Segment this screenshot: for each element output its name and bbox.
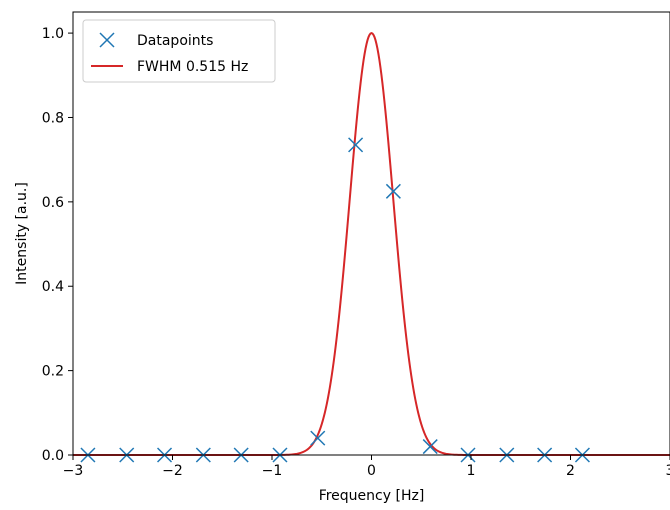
y-tick-label: 0.6 bbox=[42, 195, 64, 211]
marker-stroke bbox=[385, 183, 401, 199]
legend-marker-datapoints bbox=[99, 32, 115, 48]
x-tick-label: 3 bbox=[666, 463, 670, 479]
marker-stroke bbox=[348, 137, 364, 153]
x-tick-label: −1 bbox=[262, 463, 283, 479]
marker-stroke bbox=[422, 439, 438, 455]
datapoint-marker bbox=[385, 183, 401, 199]
x-tick-label: 2 bbox=[566, 463, 575, 479]
legend: Datapoints FWHM 0.515 Hz bbox=[82, 19, 276, 83]
legend-box bbox=[82, 19, 276, 83]
x-tick-label: 0 bbox=[367, 463, 376, 479]
y-tick-label: 0.4 bbox=[42, 279, 64, 295]
legend-marker-stroke bbox=[99, 32, 115, 48]
y-tick-label: 0.0 bbox=[42, 448, 64, 464]
datapoint-marker bbox=[310, 430, 326, 446]
x-axis-label: Frequency [Hz] bbox=[319, 488, 425, 504]
plot-background bbox=[73, 12, 670, 455]
x-tick-label: 1 bbox=[467, 463, 476, 479]
datapoint-marker bbox=[348, 137, 364, 153]
y-axis: 0.0 0.2 0.4 0.6 0.8 1.0 bbox=[42, 26, 73, 464]
y-axis-label: Intensity [a.u.] bbox=[14, 182, 30, 285]
legend-label-fwhm: FWHM 0.515 Hz bbox=[137, 59, 248, 75]
y-tick-label: 0.8 bbox=[42, 110, 64, 126]
x-tick-label: −2 bbox=[162, 463, 183, 479]
legend-label-datapoints: Datapoints bbox=[137, 33, 213, 49]
x-tick-label: −3 bbox=[63, 463, 84, 479]
datapoint-marker bbox=[422, 439, 438, 455]
plot-area bbox=[73, 12, 670, 455]
x-axis: −3 −2 −1 0 1 2 3 bbox=[63, 455, 670, 479]
y-tick-label: 0.2 bbox=[42, 364, 64, 380]
y-tick-label: 1.0 bbox=[42, 26, 64, 42]
marker-stroke bbox=[310, 430, 326, 446]
